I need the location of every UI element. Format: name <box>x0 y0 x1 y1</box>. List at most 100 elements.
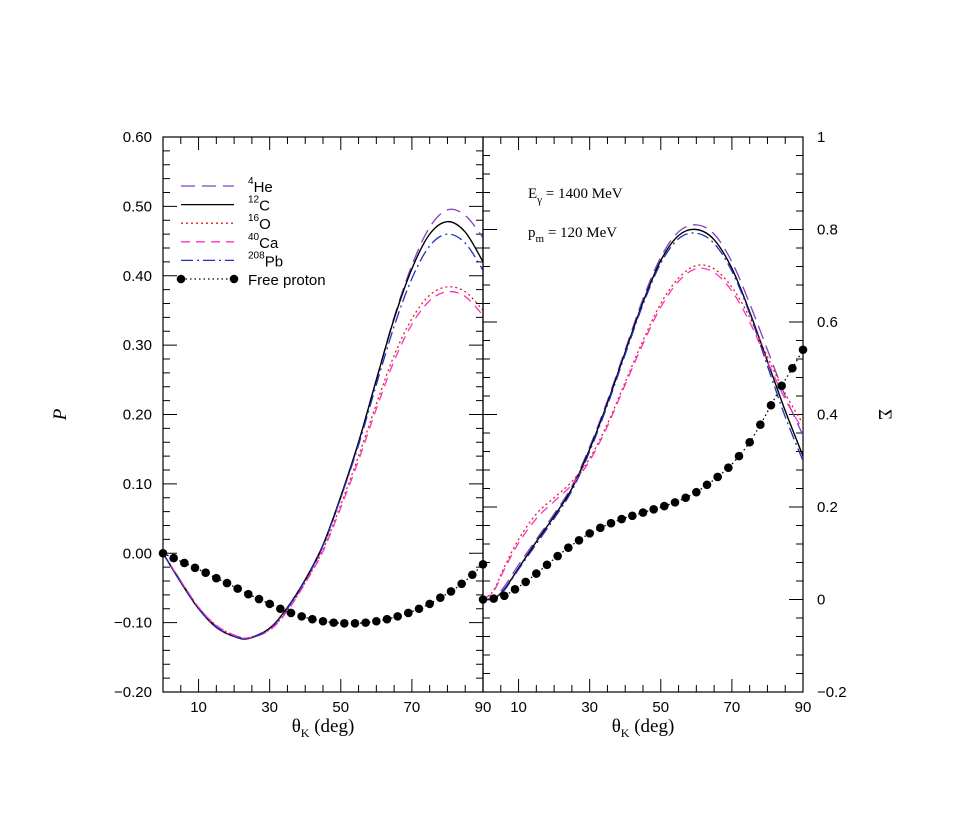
data-point <box>158 548 168 558</box>
annotation-subscript: γ <box>536 194 542 206</box>
y-tick-label: 0.2 <box>817 499 838 516</box>
data-point <box>233 584 242 593</box>
plot-frame <box>482 136 804 693</box>
y-tick-label: 0.60 <box>123 129 152 146</box>
series-line-5 <box>163 552 483 625</box>
data-point <box>457 579 466 589</box>
data-point <box>606 518 616 528</box>
data-point <box>521 577 530 587</box>
annotation-rest: = 120 MeV <box>544 225 617 241</box>
legend-label-element: He <box>254 179 273 196</box>
data-point <box>574 536 584 545</box>
legend-label-element: Ca <box>259 235 279 252</box>
data-point <box>617 514 626 524</box>
y-tick-label: 0.30 <box>123 337 152 354</box>
data-point <box>553 551 562 561</box>
legend-label-element: O <box>259 216 271 233</box>
y-tick-label: −0.20 <box>114 684 152 701</box>
data-point <box>510 585 520 594</box>
data-point <box>702 480 712 490</box>
data-point <box>777 381 786 391</box>
legend-label-2: 16O <box>248 213 271 233</box>
data-point <box>318 616 328 626</box>
y-tick-label: 0.10 <box>123 476 152 493</box>
data-point <box>478 595 488 604</box>
data-point <box>414 604 424 614</box>
data-point <box>500 591 509 601</box>
y-tick-label: −0.10 <box>114 615 152 632</box>
data-point <box>596 523 605 533</box>
x-tick-label: 30 <box>581 699 598 716</box>
data-point <box>532 569 541 578</box>
data-point <box>638 508 648 517</box>
annotation-1: pm = 120 MeV <box>528 225 617 245</box>
data-point <box>404 608 413 618</box>
y-tick-label: 0.20 <box>123 407 152 424</box>
series-line-1 <box>483 228 803 601</box>
y-axis-label-right: Σ <box>874 409 895 420</box>
plot-area <box>483 224 803 601</box>
x-axis-label-subscript: K <box>301 726 310 740</box>
data-point <box>308 614 317 624</box>
legend-label-superscript: 4 <box>248 176 254 187</box>
x-tick-label: 70 <box>404 699 421 716</box>
data-point <box>724 463 733 472</box>
legend-label-4: 208Pb <box>248 250 283 270</box>
data-point <box>190 563 200 573</box>
data-point <box>766 400 776 410</box>
annotation-subscript: m <box>536 233 545 245</box>
x-axis-label-unit: (deg) <box>309 716 354 737</box>
legend-label-superscript: 40 <box>248 232 260 243</box>
x-axis-label: θK (deg) <box>612 716 675 740</box>
data-point <box>393 612 402 621</box>
legend-label-3: 40Ca <box>248 232 279 252</box>
annotation-0: Eγ = 1400 MeV <box>528 186 623 206</box>
x-axis-label-subscript: K <box>621 726 630 740</box>
annotation-rest: = 1400 MeV <box>542 186 623 202</box>
legend-label-0: 4He <box>248 176 273 196</box>
data-point <box>222 578 232 588</box>
data-point <box>382 614 392 624</box>
x-axis-label: θK (deg) <box>292 716 355 740</box>
x-tick-label: 90 <box>475 699 492 716</box>
x-tick-label: 10 <box>510 699 527 716</box>
data-point <box>489 594 498 603</box>
data-point <box>340 619 349 628</box>
y-tick-label: 0.50 <box>123 198 152 215</box>
data-point <box>542 560 552 570</box>
y-tick-label: 0.8 <box>817 222 838 239</box>
data-point <box>276 604 285 614</box>
annotation-main: p <box>528 225 536 241</box>
annotation-main: E <box>528 186 537 202</box>
legend-marker <box>176 274 186 284</box>
data-point <box>585 529 594 538</box>
data-point <box>350 619 360 628</box>
y-tick-label: −0.2 <box>817 684 847 701</box>
data-point <box>713 472 722 482</box>
data-point <box>372 616 381 626</box>
y-axis-label: P <box>50 408 71 421</box>
series-line-0 <box>483 224 803 601</box>
right-panel: 10 30 50 70 90 −0.2 0 0.2 0.4 0.6 0.8 1 θK (deg) Σ Eγ … <box>478 129 895 740</box>
x-tick-label: 30 <box>261 699 278 716</box>
x-tick-label: 50 <box>332 699 349 716</box>
data-point <box>425 599 434 609</box>
data-point <box>660 501 669 511</box>
data-point <box>745 437 754 447</box>
y-tick-label: 0 <box>817 592 825 609</box>
x-tick-label: 50 <box>652 699 669 716</box>
legend-label-superscript: 16 <box>248 213 260 224</box>
data-point <box>286 608 296 618</box>
series-line-3 <box>163 290 483 639</box>
data-point <box>169 553 178 563</box>
left-panel: 10 30 50 70 90 −0.20 −0.10 0.00 0.10 0.20 0.30 0.40… <box>50 129 491 740</box>
series-line-5 <box>483 349 803 601</box>
x-axis-label-unit: (deg) <box>629 716 674 737</box>
legend-label-element: C <box>259 198 270 215</box>
y-tick-label: 1 <box>817 129 825 146</box>
data-point <box>297 612 306 621</box>
data-point <box>180 558 189 568</box>
data-point <box>201 568 210 577</box>
data-point <box>468 570 477 580</box>
